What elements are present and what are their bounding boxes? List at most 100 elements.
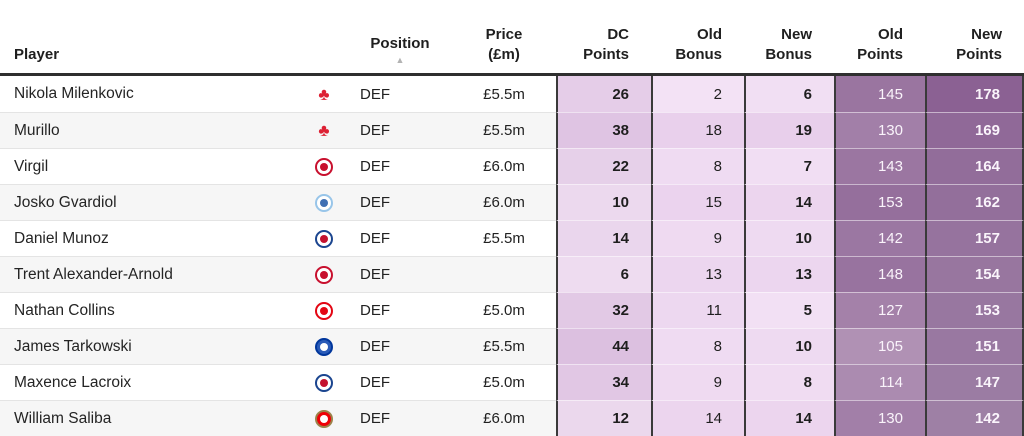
old-points-cell: 143 xyxy=(834,148,925,184)
column-header-price[interactable]: Price (£m) xyxy=(452,0,556,73)
new-bonus-cell: 10 xyxy=(744,220,834,256)
old-points-cell: 142 xyxy=(834,220,925,256)
liverpool-badge xyxy=(315,265,333,284)
club-badge-cell xyxy=(300,256,348,292)
player-name-cell: William Saliba xyxy=(0,400,300,436)
old-bonus-cell: 8 xyxy=(651,328,744,364)
position-cell: DEF xyxy=(348,256,452,292)
position-cell: DEF xyxy=(348,220,452,256)
crystal-palace-badge xyxy=(315,229,333,248)
price-cell xyxy=(452,256,556,292)
liverpool-badge xyxy=(315,157,333,176)
crystal-palace-badge-core xyxy=(320,234,328,243)
column-header-player[interactable]: Player xyxy=(0,0,300,73)
price-cell: £6.0m xyxy=(452,400,556,436)
old-bonus-cell: 15 xyxy=(651,184,744,220)
column-header-dc-points[interactable]: DC Points xyxy=(556,0,651,73)
everton-badge-core xyxy=(320,342,328,351)
player-name-cell: Daniel Munoz xyxy=(0,220,300,256)
old-points-cell: 114 xyxy=(834,364,925,400)
column-header-dc-points-line1: DC xyxy=(607,25,629,43)
column-header-price-line2: (£m) xyxy=(488,45,520,63)
old-points-cell: 145 xyxy=(834,76,925,112)
player-name-cell: Maxence Lacroix xyxy=(0,364,300,400)
column-header-new-points-line1: New xyxy=(971,25,1002,43)
player-name-cell: Virgil xyxy=(0,148,300,184)
price-cell: £5.0m xyxy=(452,292,556,328)
column-header-new-bonus[interactable]: New Bonus xyxy=(744,0,834,73)
price-cell: £5.5m xyxy=(452,112,556,148)
club-badge-cell xyxy=(300,292,348,328)
column-header-position[interactable]: Position ▲ xyxy=(348,0,452,73)
nottingham-forest-badge: ♣ xyxy=(318,121,330,140)
dc-points-cell: 26 xyxy=(556,76,651,112)
position-cell: DEF xyxy=(348,112,452,148)
dc-points-cell: 12 xyxy=(556,400,651,436)
man-city-badge xyxy=(315,193,333,212)
column-header-badge xyxy=(300,0,348,73)
club-badge-cell: ♣ xyxy=(300,112,348,148)
player-name-cell: Josko Gvardiol xyxy=(0,184,300,220)
old-bonus-cell: 9 xyxy=(651,220,744,256)
table-row: Daniel Munoz DEF £5.5m 14 9 10 142 157 xyxy=(0,220,1024,256)
old-bonus-cell: 18 xyxy=(651,112,744,148)
dc-points-cell: 32 xyxy=(556,292,651,328)
crystal-palace-badge-core xyxy=(320,378,328,387)
position-cell: DEF xyxy=(348,148,452,184)
position-cell: DEF xyxy=(348,184,452,220)
table-row: William Saliba DEF £6.0m 12 14 14 130 142 xyxy=(0,400,1024,436)
club-badge-cell xyxy=(300,220,348,256)
column-header-new-points-line2: Points xyxy=(956,45,1002,63)
old-bonus-cell: 13 xyxy=(651,256,744,292)
column-header-dc-points-line2: Points xyxy=(583,45,629,63)
old-bonus-cell: 14 xyxy=(651,400,744,436)
table-row: Josko Gvardiol DEF £6.0m 10 15 14 153 162 xyxy=(0,184,1024,220)
column-header-old-points[interactable]: Old Points xyxy=(834,0,925,73)
table-row: Trent Alexander-Arnold DEF 6 13 13 148 154 xyxy=(0,256,1024,292)
price-cell: £5.5m xyxy=(483,85,525,103)
new-points-cell: 164 xyxy=(925,148,1024,184)
price-cell: £5.5m xyxy=(452,328,556,364)
new-bonus-cell: 14 xyxy=(744,400,834,436)
old-points-cell: 130 xyxy=(834,112,925,148)
table-header: Player Position ▲ Price (£m) DC Points O… xyxy=(0,0,1024,76)
club-badge-cell xyxy=(300,184,348,220)
club-badge-cell xyxy=(300,148,348,184)
player-name-cell: Murillo xyxy=(0,112,300,148)
column-header-old-bonus[interactable]: Old Bonus xyxy=(651,0,744,73)
price-cell: £5.5m xyxy=(452,220,556,256)
column-header-old-bonus-line1: Old xyxy=(697,25,722,43)
new-points-cell: 151 xyxy=(925,328,1024,364)
new-points-cell: 154 xyxy=(925,256,1024,292)
table-row: Murillo ♣ DEF £5.5m 38 18 19 130 169 xyxy=(0,112,1024,148)
dc-points-cell: 34 xyxy=(556,364,651,400)
dc-points-cell: 10 xyxy=(556,184,651,220)
column-header-old-bonus-line2: Bonus xyxy=(675,45,722,63)
column-header-position-label: Position xyxy=(370,34,430,52)
crystal-palace-badge xyxy=(315,373,333,392)
new-points-cell: 162 xyxy=(925,184,1024,220)
price-cell: £6.0m xyxy=(452,184,556,220)
old-points-cell: 105 xyxy=(834,328,925,364)
new-points-cell: 178 xyxy=(925,76,1024,112)
position-cell: DEF xyxy=(348,292,452,328)
new-bonus-cell: 19 xyxy=(744,112,834,148)
dc-points-cell: 6 xyxy=(556,256,651,292)
new-bonus-cell: 5 xyxy=(744,292,834,328)
old-bonus-cell: 8 xyxy=(651,148,744,184)
column-header-new-bonus-line1: New xyxy=(781,25,812,43)
old-bonus-cell: 9 xyxy=(651,364,744,400)
table-row: James Tarkowski DEF £5.5m 44 8 10 105 151 xyxy=(0,328,1024,364)
brentford-badge xyxy=(315,301,333,320)
player-name-cell: James Tarkowski xyxy=(0,328,300,364)
old-points-cell: 127 xyxy=(834,292,925,328)
old-points-cell: 148 xyxy=(834,256,925,292)
position-cell: DEF xyxy=(360,85,390,103)
dc-points-cell: 14 xyxy=(556,220,651,256)
table-row: Maxence Lacroix DEF £5.0m 34 9 8 114 147 xyxy=(0,364,1024,400)
price-cell: £5.0m xyxy=(452,364,556,400)
dc-points-cell: 44 xyxy=(556,328,651,364)
column-header-new-points[interactable]: New Points xyxy=(925,0,1024,73)
price-cell: £6.0m xyxy=(452,148,556,184)
